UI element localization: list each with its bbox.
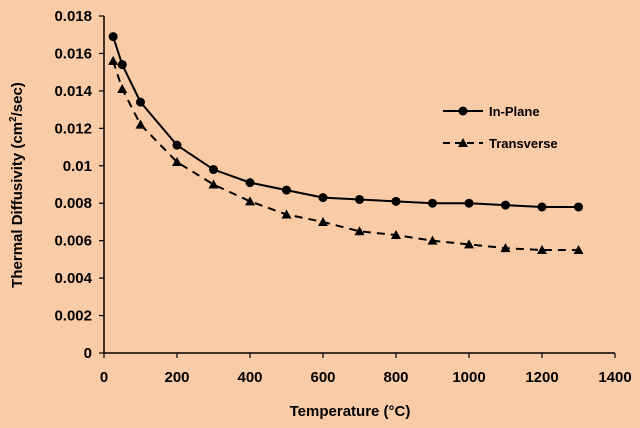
data-point-transverse <box>318 216 328 226</box>
legend-item-transverse: Transverse <box>443 136 558 151</box>
data-point-transverse <box>500 243 511 253</box>
x-tick-label: 1400 <box>598 369 631 386</box>
y-tick-label: 0.01 <box>63 158 92 175</box>
x-tick-label: 0 <box>100 369 108 386</box>
x-tick-label: 200 <box>164 369 189 386</box>
tick-labels: 0 200 400 600 800 1000 1200 1400 0 0.002 0.004 0.00… <box>54 8 631 386</box>
data-point-transverse <box>354 226 365 236</box>
data-point-transverse <box>135 119 146 129</box>
data-point-transverse <box>108 55 119 65</box>
y-tick-label: 0.008 <box>54 195 92 212</box>
data-point-transverse <box>208 179 219 189</box>
y-axis-title-superscript: 2 <box>8 116 19 122</box>
data-point-transverse <box>537 245 547 255</box>
data-point-transverse <box>281 209 292 219</box>
y-axis-title: Thermal Diffusivity (cm2/sec) <box>8 82 26 288</box>
x-tick-label: 1200 <box>525 369 558 386</box>
data-point-in-plane <box>428 198 437 208</box>
y-tick-label: 0.016 <box>54 45 92 62</box>
data-point-transverse <box>172 157 182 167</box>
data-point-in-plane <box>464 198 474 208</box>
data-point-transverse <box>391 230 401 240</box>
y-tick-label: 0 <box>84 345 92 362</box>
data-point-in-plane <box>391 196 401 206</box>
y-tick-label: 0.002 <box>54 308 92 325</box>
legend-label-transverse: Transverse <box>489 136 558 151</box>
data-point-in-plane <box>355 194 364 204</box>
series-line-in-plane <box>112 36 579 208</box>
data-point-in-plane <box>501 200 510 210</box>
y-tick-label: 0.004 <box>54 270 92 287</box>
data-point-in-plane <box>537 202 547 212</box>
series-transverse <box>108 55 584 255</box>
y-tick-label: 0.006 <box>54 233 92 250</box>
legend: In-Plane Transverse <box>443 104 558 151</box>
data-point-transverse <box>464 239 474 249</box>
series-group <box>108 32 584 255</box>
data-point-in-plane <box>117 60 127 70</box>
data-point-in-plane <box>318 193 328 203</box>
x-tick-label: 1000 <box>452 369 485 386</box>
legend-item-in-plane: In-Plane <box>443 104 540 119</box>
x-tick-label: 800 <box>383 369 408 386</box>
data-point-in-plane <box>245 178 255 188</box>
legend-label-in-plane: In-Plane <box>489 104 540 119</box>
series-line-transverse <box>112 60 579 252</box>
y-axis-title-main: Thermal Diffusivity (cm <box>9 122 26 288</box>
x-axis-title: Temperature (°C) <box>290 403 411 420</box>
data-point-in-plane <box>108 32 118 42</box>
data-point-transverse <box>117 84 128 94</box>
data-point-transverse <box>245 196 255 206</box>
series-in-plane <box>108 32 583 212</box>
y-tick-label: 0.014 <box>54 83 92 100</box>
data-point-in-plane <box>172 140 182 150</box>
legend-marker-in-plane <box>458 106 468 116</box>
x-tick-label: 400 <box>237 369 262 386</box>
axes <box>99 15 616 358</box>
y-tick-label: 0.012 <box>54 120 92 137</box>
x-tick-label: 600 <box>310 369 335 386</box>
legend-marker-transverse <box>458 138 468 147</box>
data-point-in-plane <box>282 185 291 195</box>
y-axis-title-unit: /sec) <box>9 82 26 116</box>
data-point-in-plane <box>574 202 583 212</box>
data-point-in-plane <box>136 97 145 107</box>
data-point-transverse <box>573 245 584 255</box>
y-tick-label: 0.018 <box>54 8 92 25</box>
data-point-in-plane <box>209 165 218 175</box>
data-point-transverse <box>427 235 438 245</box>
